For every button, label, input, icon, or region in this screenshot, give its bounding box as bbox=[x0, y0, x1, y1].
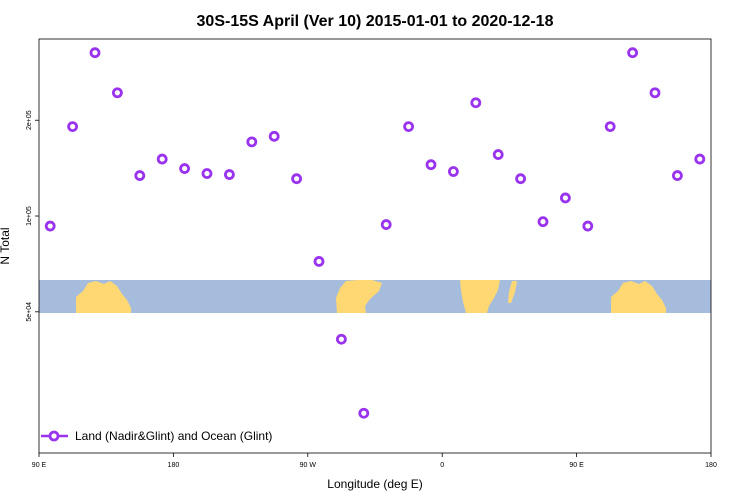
data-point bbox=[560, 192, 571, 204]
x-tick-label: 180 bbox=[705, 462, 717, 469]
data-point bbox=[223, 169, 235, 180]
data-point bbox=[627, 47, 638, 59]
data-point bbox=[313, 256, 325, 267]
map-strip bbox=[39, 280, 711, 313]
land-south-america bbox=[336, 280, 382, 313]
land-madagascar bbox=[508, 281, 517, 303]
data-point bbox=[672, 170, 683, 181]
data-point bbox=[537, 216, 549, 228]
data-point bbox=[425, 159, 437, 171]
y-tick-label: 5e+04 bbox=[26, 302, 33, 322]
x-axis: 90 E 180 90 W 0 90 E 180 bbox=[32, 453, 717, 469]
data-point bbox=[291, 173, 303, 185]
legend: Land (Nadir&Glint) and Ocean (Glint) bbox=[41, 429, 272, 443]
data-point bbox=[201, 168, 213, 179]
data-point bbox=[246, 136, 258, 148]
data-point bbox=[649, 87, 661, 99]
x-tick-label: 0 bbox=[440, 462, 444, 469]
legend-label: Land (Nadir&Glint) and Ocean (Glint) bbox=[75, 429, 272, 443]
data-points bbox=[44, 47, 706, 419]
data-point bbox=[179, 163, 191, 174]
data-point bbox=[67, 121, 78, 132]
y-axis-title: N Total bbox=[0, 227, 12, 264]
data-point bbox=[403, 121, 415, 132]
x-tick-label: 90 E bbox=[569, 462, 584, 469]
data-point bbox=[358, 407, 370, 419]
data-point bbox=[492, 149, 504, 160]
data-point bbox=[470, 97, 482, 109]
chart-title: 30S-15S April (Ver 10) 2015-01-01 to 202… bbox=[197, 13, 554, 30]
data-point bbox=[89, 47, 101, 59]
data-point bbox=[582, 220, 594, 232]
y-tick-label: 2e+05 bbox=[26, 110, 33, 130]
data-point bbox=[604, 121, 616, 132]
x-tick-label: 180 bbox=[168, 462, 180, 469]
data-point bbox=[335, 333, 347, 345]
data-point bbox=[380, 219, 392, 230]
y-axis: 5e+04 1e+05 2e+05 bbox=[26, 110, 39, 322]
x-tick-label: 90 W bbox=[300, 462, 317, 469]
data-point bbox=[44, 220, 56, 232]
data-point bbox=[156, 153, 168, 165]
data-point bbox=[134, 170, 146, 181]
land-australia-right bbox=[611, 281, 666, 313]
x-axis-title: Longitude (deg E) bbox=[327, 477, 422, 491]
land-australia-left bbox=[76, 281, 131, 313]
data-point bbox=[515, 173, 526, 185]
plot-frame bbox=[38, 38, 712, 454]
data-point bbox=[694, 153, 706, 165]
y-tick-label: 1e+05 bbox=[26, 206, 33, 226]
data-point bbox=[112, 87, 123, 99]
data-point bbox=[268, 130, 280, 142]
legend-marker bbox=[48, 430, 60, 442]
land-africa bbox=[460, 280, 500, 313]
x-tick-label: 90 E bbox=[32, 462, 47, 469]
data-point bbox=[447, 166, 459, 177]
